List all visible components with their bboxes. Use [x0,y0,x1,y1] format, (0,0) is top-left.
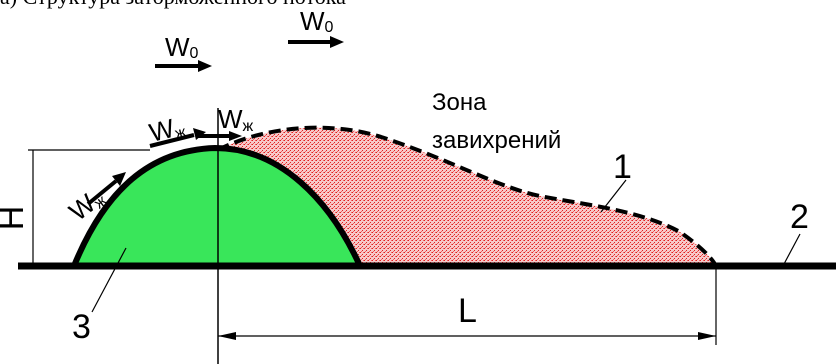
l-arrow-left [218,332,236,340]
zone-label-line2: завихрений [432,127,561,154]
w0-left-arrowhead [198,60,212,72]
l-arrow-right [698,332,716,340]
zone-label-line1: Зона [432,89,487,116]
h-label: H [0,206,31,231]
wzh-upper-right-label: Wж [218,104,254,135]
hill-fill [74,148,360,266]
wzh-upper-left-arrow [149,133,195,148]
top-caption-cut: а) Структура заторможенного потока [0,0,346,10]
leader-1 [600,179,627,213]
vortex-zone-boundary [217,125,718,267]
callout-2: 2 [790,198,809,236]
leader-3 [91,247,127,313]
wzh-slope-arrowhead [112,172,126,186]
w0-right-arrowhead [330,36,344,48]
w0-left-label: W0 [165,32,199,62]
callout-3: 3 [72,308,91,346]
w0-right-label: W0 [300,6,334,36]
wzh-slope-arrow [86,179,118,206]
hill-outline [71,144,363,268]
leader-2 [783,233,801,265]
l-label: L [458,292,477,330]
wzh-upper-right-arrowhead [229,131,242,141]
callout-1: 1 [613,148,632,186]
